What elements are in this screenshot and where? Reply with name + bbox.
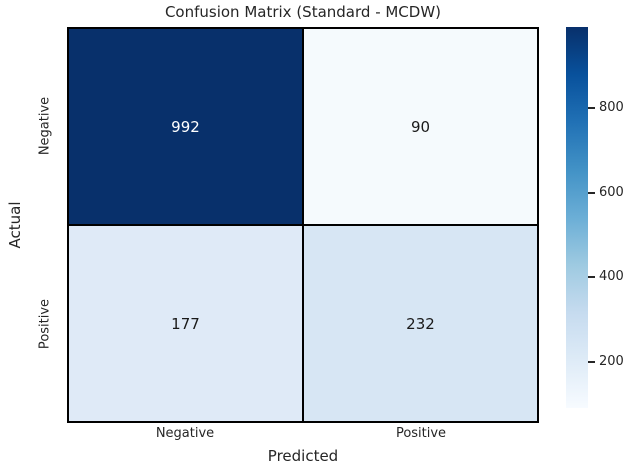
- y-axis-label: Actual: [6, 201, 24, 249]
- x-tick-label-positive: Positive: [395, 426, 447, 441]
- colorbar-tick-mark: [588, 107, 595, 110]
- y-tick-label-negative: Negative: [37, 96, 53, 156]
- colorbar-tick-mark: [588, 360, 595, 363]
- heatmap-cell-false-positive: 90: [304, 29, 537, 224]
- x-axis-label: Predicted: [267, 447, 339, 465]
- colorbar-tick-mark: [588, 191, 595, 194]
- heatmap-grid: 992 90 177 232: [67, 27, 539, 423]
- colorbar: 200 400 600 800: [566, 27, 624, 408]
- heatmap-cell-false-negative: 177: [69, 226, 302, 421]
- colorbar-tick-mark: [588, 276, 595, 279]
- colorbar-gradient: [566, 27, 588, 408]
- heatmap-cell-true-positive: 232: [304, 226, 537, 421]
- x-tick-label-negative: Negative: [155, 426, 215, 441]
- heatmap-cell-true-negative: 992: [69, 29, 302, 224]
- chart-title: Confusion Matrix (Standard - MCDW): [164, 3, 442, 21]
- y-tick-label-positive: Positive: [37, 298, 53, 350]
